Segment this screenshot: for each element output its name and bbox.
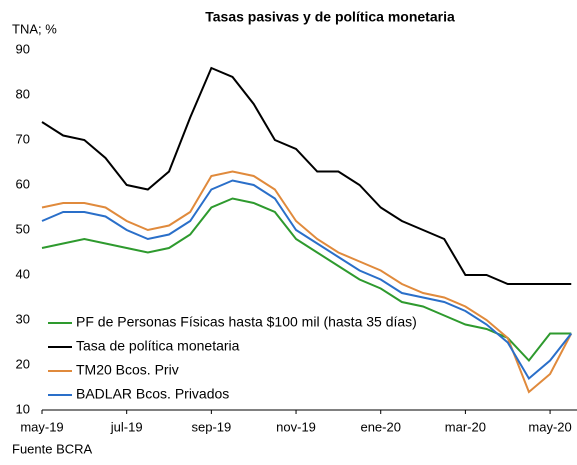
series-line bbox=[41, 179, 573, 381]
legend-label: TM20 Bcos. Priv bbox=[76, 362, 179, 378]
x-tick-label: nov-19 bbox=[276, 419, 316, 434]
y-tick-label: 10 bbox=[16, 401, 30, 416]
y-tick-label: 80 bbox=[16, 86, 30, 101]
x-tick-label: jul-19 bbox=[110, 419, 143, 434]
x-tick-label: mar-20 bbox=[445, 419, 486, 434]
series-line bbox=[41, 66, 572, 285]
y-tick-label: 70 bbox=[16, 131, 30, 146]
legend-label: PF de Personas Físicas hasta $100 mil (h… bbox=[76, 314, 417, 330]
y-tick-label: 90 bbox=[16, 41, 30, 56]
legend-bg bbox=[44, 312, 434, 334]
x-tick-label: may-19 bbox=[20, 419, 63, 434]
legend-label: Tasa de política monetaria bbox=[76, 338, 240, 354]
legend-bg bbox=[44, 384, 434, 406]
legend-bg bbox=[44, 360, 434, 382]
legend-bg bbox=[44, 336, 434, 358]
source: Fuente BCRA bbox=[12, 441, 93, 456]
legend-label: BADLAR Bcos. Privados bbox=[76, 386, 229, 402]
chart-title: Tasas pasivas y de política monetaria bbox=[205, 9, 455, 25]
x-tick-label: sep-19 bbox=[191, 419, 231, 434]
x-tick-label: may-20 bbox=[528, 419, 571, 434]
y-tick-label: 30 bbox=[16, 311, 30, 326]
series-line bbox=[41, 170, 573, 394]
y-tick-label: 40 bbox=[16, 266, 30, 281]
x-tick-label: ene-20 bbox=[360, 419, 400, 434]
y-tick-label: 20 bbox=[16, 356, 30, 371]
series-line bbox=[41, 197, 572, 363]
y-tick-label: 50 bbox=[16, 221, 30, 236]
y-axis-label: TNA; % bbox=[12, 21, 57, 36]
y-tick-label: 60 bbox=[16, 176, 30, 191]
